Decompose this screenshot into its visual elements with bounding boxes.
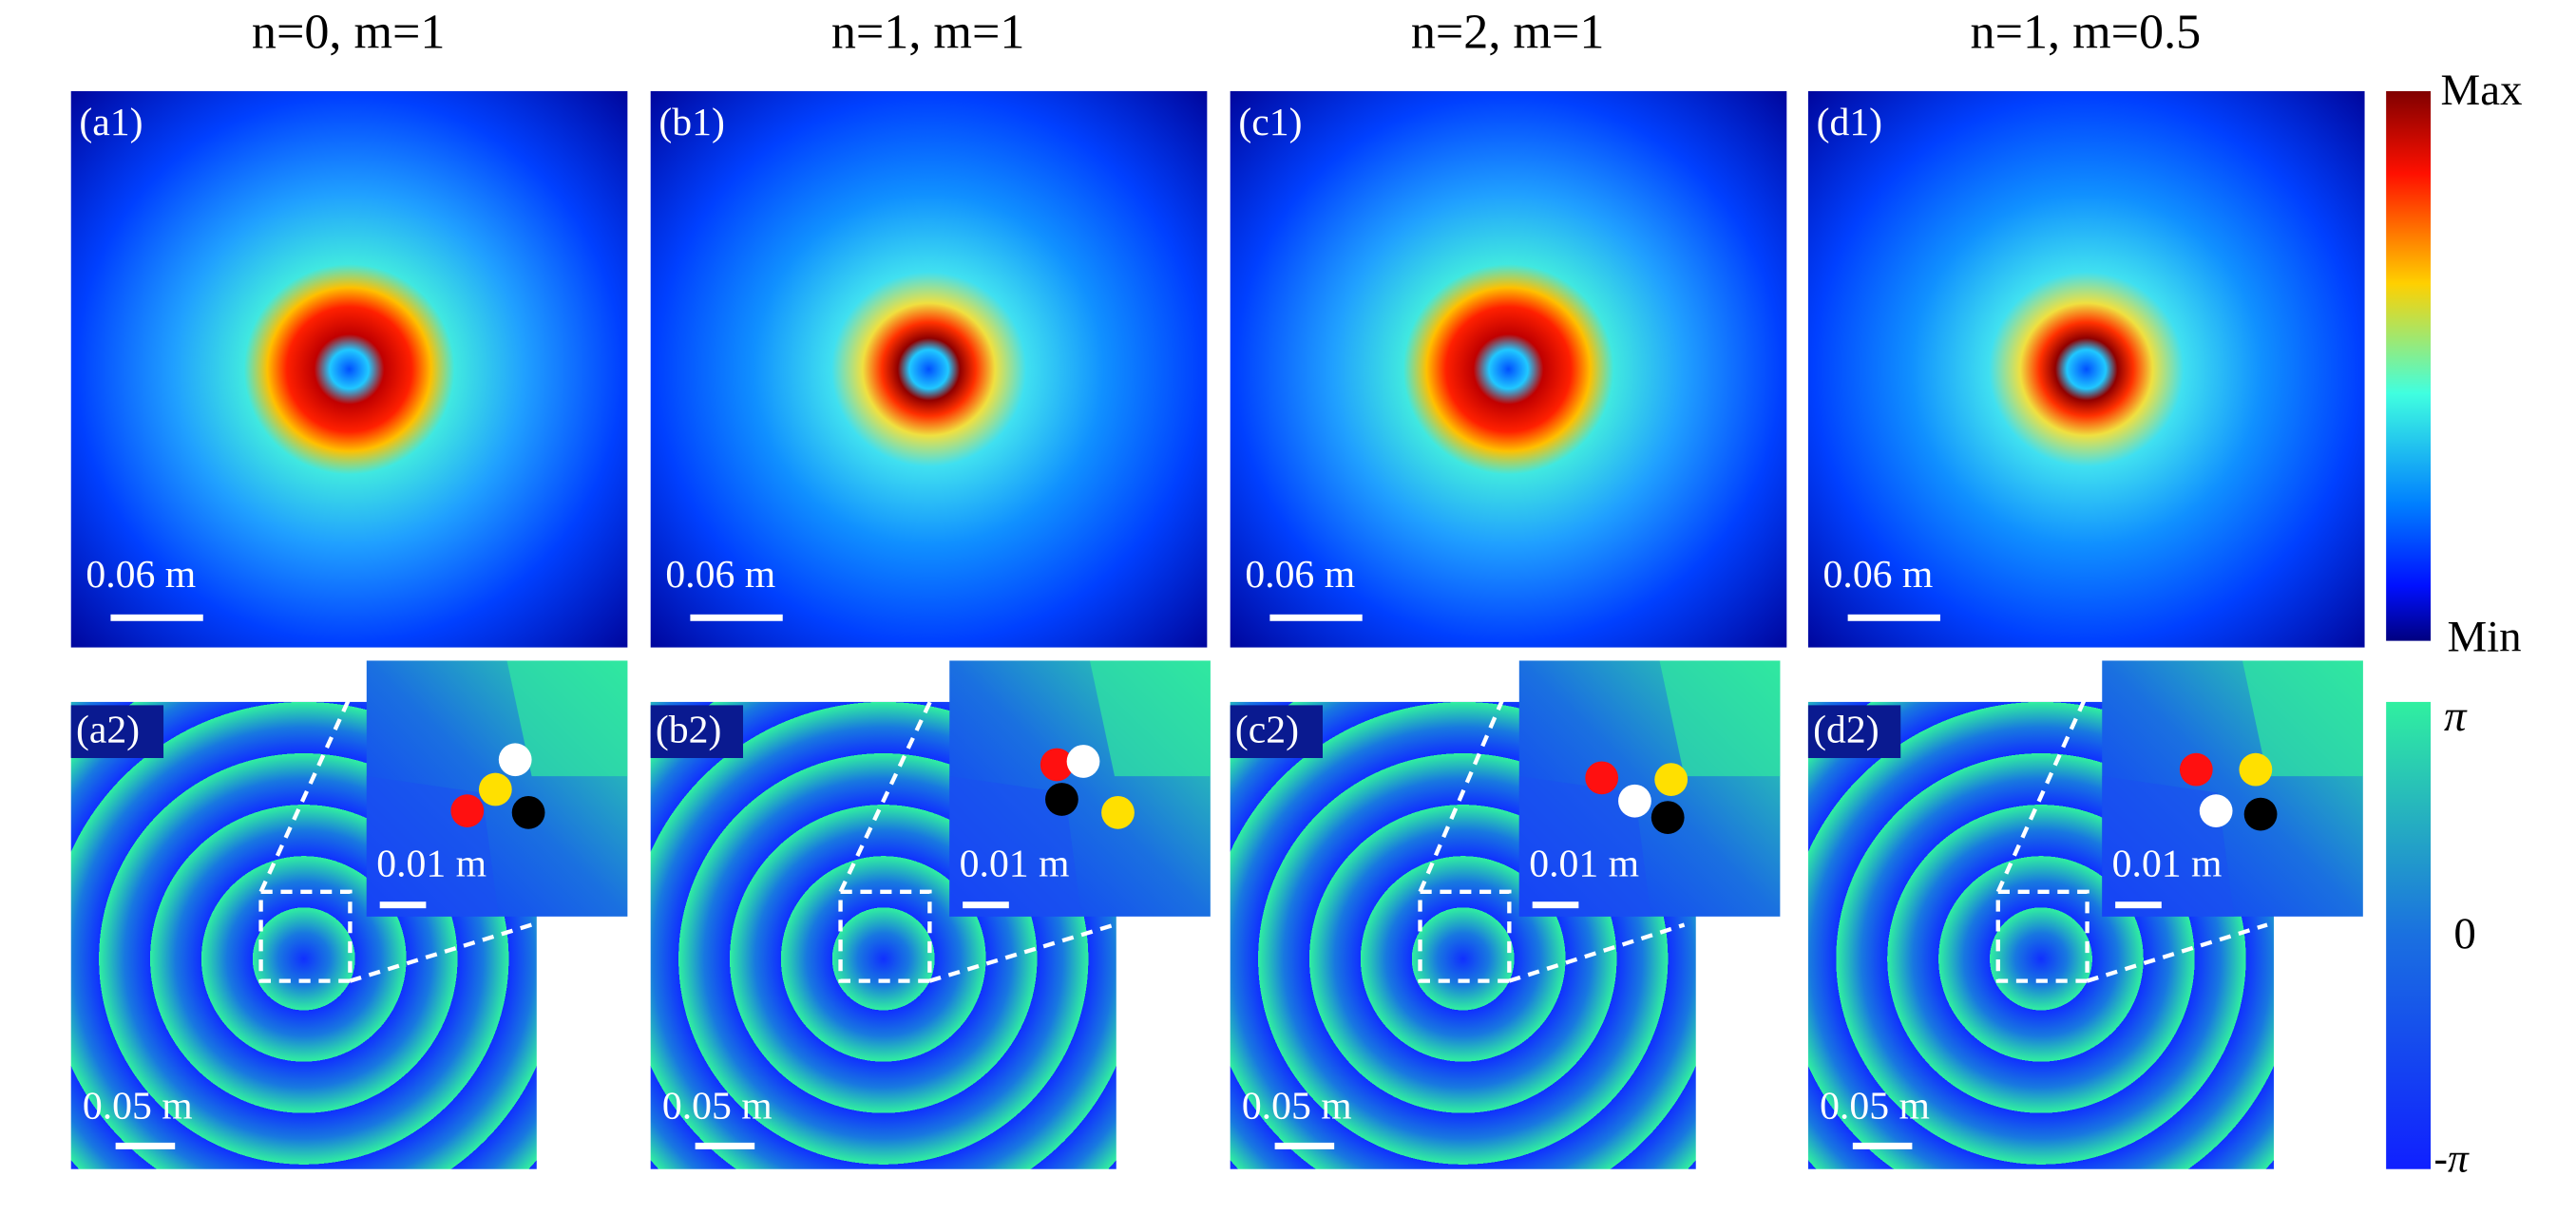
vortex-dot [1651,801,1685,834]
intensity-map [650,90,1208,648]
column-title: n=0, m=1 [252,6,446,60]
vortex-dot [511,795,545,829]
vortex-dot [1618,784,1651,818]
scale-label: 0.01 m [376,842,487,885]
colorbar-label: Min [2447,612,2521,661]
colorbar-label: π [2444,692,2468,741]
panel-label: (c2) [1235,709,1299,752]
scale-label: 0.06 m [665,553,775,597]
zoom-box [258,889,353,983]
colorbar-label: Max [2440,66,2522,115]
panel-label: (c1) [1238,101,1302,144]
column-title: n=1, m=1 [831,6,1025,60]
panel-label-bg [650,705,744,759]
zoom-line [1995,659,2105,893]
inset-phase-region [506,660,628,777]
vortex-dot [478,772,512,806]
inset-phase-region [949,776,1082,917]
scale-bar [963,901,1009,909]
scale-label: 0.05 m [1242,1085,1352,1129]
colorbar-label: 0 [2453,909,2475,958]
scale-bar [110,614,203,621]
zoom-line [258,659,369,893]
panel-label: (a2) [76,709,140,752]
vortex-dot [2239,752,2273,787]
inset-phase-region [1518,776,1651,917]
vortex-dot [1066,745,1100,778]
scale-bar [690,614,783,621]
zoom-line [1508,922,1686,983]
intensity-map [1230,90,1787,648]
scale-bar [1269,614,1363,621]
inset-phase-region [2242,660,2363,777]
vortex-dot [1045,783,1078,816]
zoom-line [838,659,952,893]
colorbar-label: -π [2434,1136,2470,1182]
zoom-line [928,922,1116,983]
intensity-map [70,90,628,648]
phase-colorbar [2386,701,2432,1169]
scale-label: 0.05 m [662,1085,773,1129]
zoom-box [1995,889,2089,983]
scale-bar [1847,614,1940,621]
scale-label: 0.01 m [960,842,1070,885]
vortex-dot [498,743,532,777]
vortex-dot [1101,795,1135,829]
column-title: n=2, m=1 [1411,6,1605,60]
scale-bar [1274,1142,1335,1149]
vortex-dot [2199,794,2233,827]
panel-label: (d1) [1817,101,1882,144]
scale-label: 0.05 m [83,1085,193,1129]
scale-bar [115,1142,176,1149]
scale-label: 0.06 m [86,553,196,597]
scale-label: 0.01 m [1529,842,1639,885]
panel-label: (b1) [658,101,724,144]
inset-phase-region [1659,660,1781,777]
vortex-dot [1585,761,1619,795]
vortex-dot [2243,797,2278,831]
zoom-box [1418,889,1512,983]
panel-label-bg [1807,705,1901,759]
scale-label: 0.01 m [2112,842,2223,885]
scale-bar [1852,1142,1913,1149]
scale-label: 0.06 m [1823,553,1934,597]
intensity-map [1807,90,2365,648]
intensity-colorbar [2386,90,2432,641]
scale-label: 0.06 m [1245,553,1355,597]
inset-phase-region [1089,660,1211,777]
vortex-dot [2179,752,2213,787]
scale-bar [1532,901,1579,909]
vortex-dot [450,794,485,827]
panel-label-bg [70,705,164,759]
vortex-dot [1654,763,1689,796]
zoom-line [1418,659,1521,893]
scale-label: 0.05 m [1820,1085,1930,1129]
scale-bar [2115,901,2162,909]
zoom-box [838,889,932,983]
panel-label: (a1) [79,101,143,144]
panel-label-bg [1230,705,1323,759]
scale-bar [379,901,427,909]
column-title: n=1, m=0.5 [1971,6,2202,60]
panel-label: (d2) [1813,709,1879,752]
scale-bar [695,1142,755,1149]
vortex-dot [1040,748,1074,782]
panel-label: (b2) [656,709,721,752]
